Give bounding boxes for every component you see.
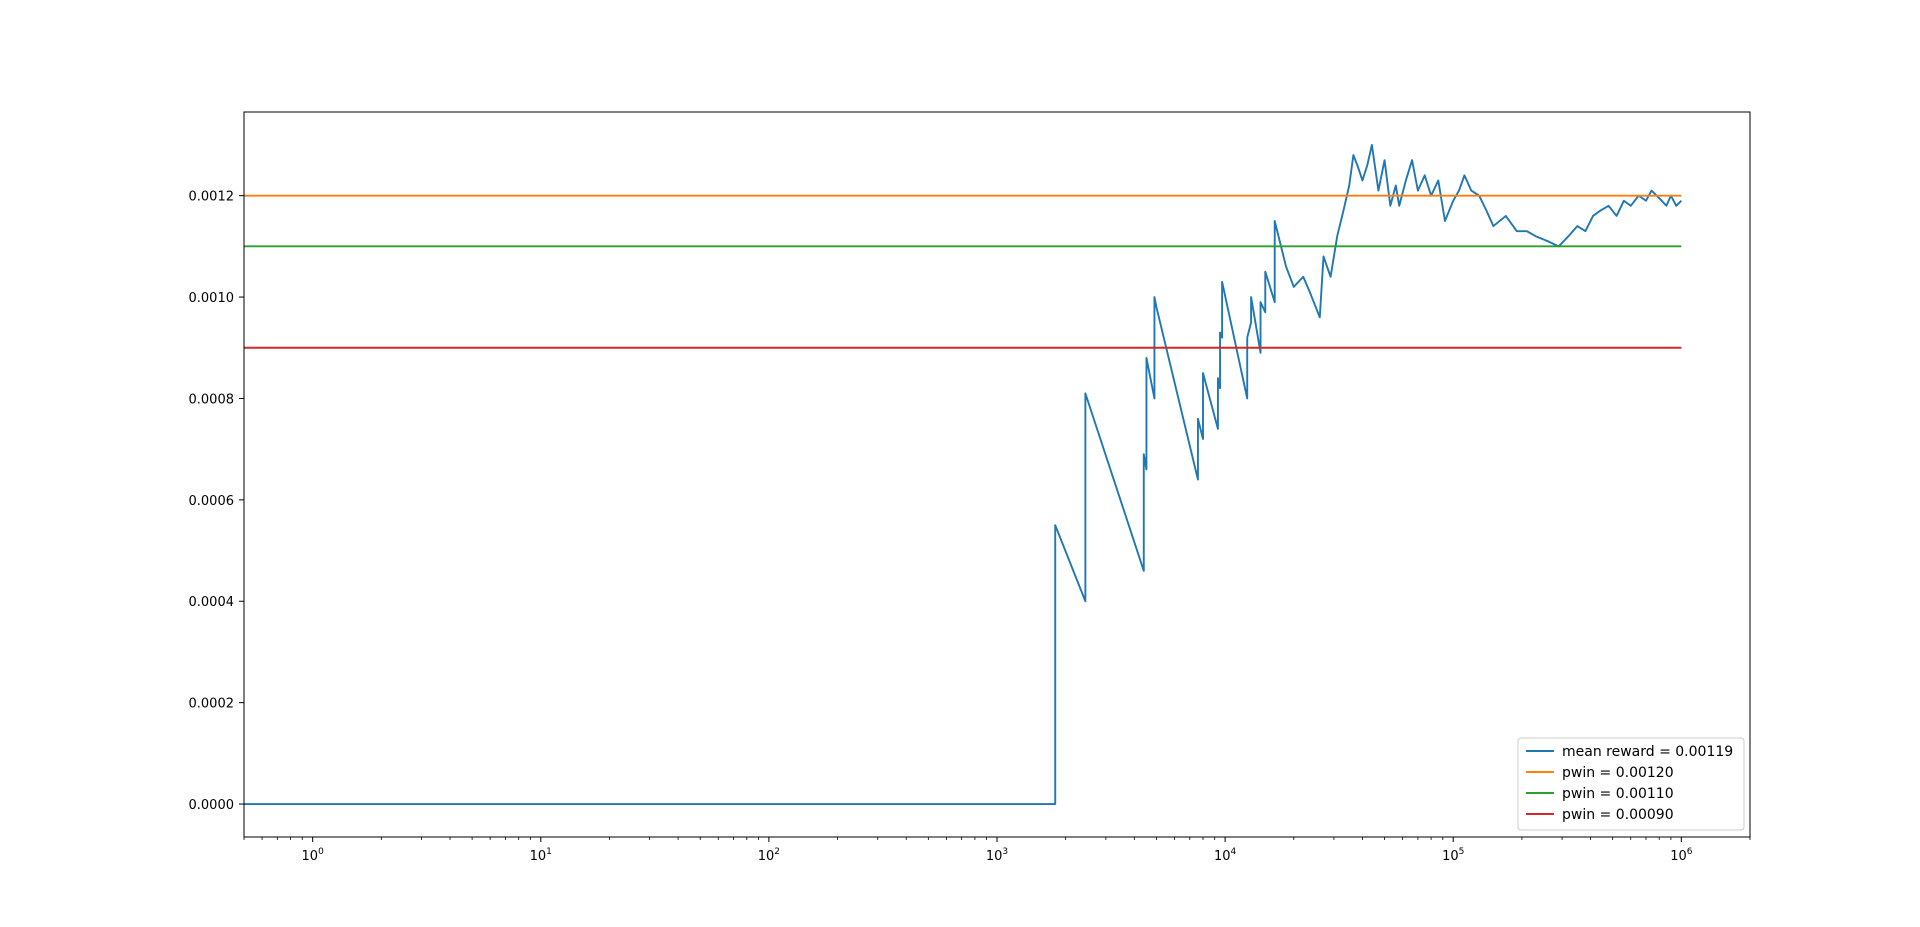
x-tick-label: 100 <box>302 847 325 864</box>
x-tick-label: 102 <box>758 847 780 864</box>
y-tick-label: 0.0004 <box>189 595 235 610</box>
x-tick-label: 105 <box>1442 847 1464 864</box>
x-axis: 100 101 102 103 104 105 106 <box>243 837 1751 864</box>
series-line-0 <box>244 143 1683 805</box>
x-tick-label: 106 <box>1670 847 1693 864</box>
x-tick-label: 104 <box>1214 847 1237 864</box>
y-tick-label: 0.0008 <box>189 392 235 407</box>
series-layer <box>244 143 1683 805</box>
y-tick-label: 0.0006 <box>189 494 235 509</box>
y-axis: 0.0000 0.0002 0.0004 0.0006 0.0008 0.0010 0.00… <box>189 190 244 813</box>
legend-box <box>1517 737 1745 831</box>
legend-label-1: pwin = 0.00120 <box>1562 765 1674 781</box>
x-tick-label: 101 <box>530 847 552 864</box>
y-tick-label: 0.0000 <box>189 798 235 813</box>
x-tick-label: 103 <box>986 847 1008 864</box>
y-tick-label: 0.0010 <box>189 291 235 306</box>
y-tick-label: 0.0012 <box>189 190 235 205</box>
y-tick-label: 0.0002 <box>189 697 235 712</box>
legend-label-2: pwin = 0.00110 <box>1562 786 1674 802</box>
legend: mean reward = 0.00119 pwin = 0.00120 pwin … <box>1517 737 1745 831</box>
legend-label-3: pwin = 0.00090 <box>1562 807 1674 823</box>
legend-label-0: mean reward = 0.00119 <box>1562 744 1733 760</box>
